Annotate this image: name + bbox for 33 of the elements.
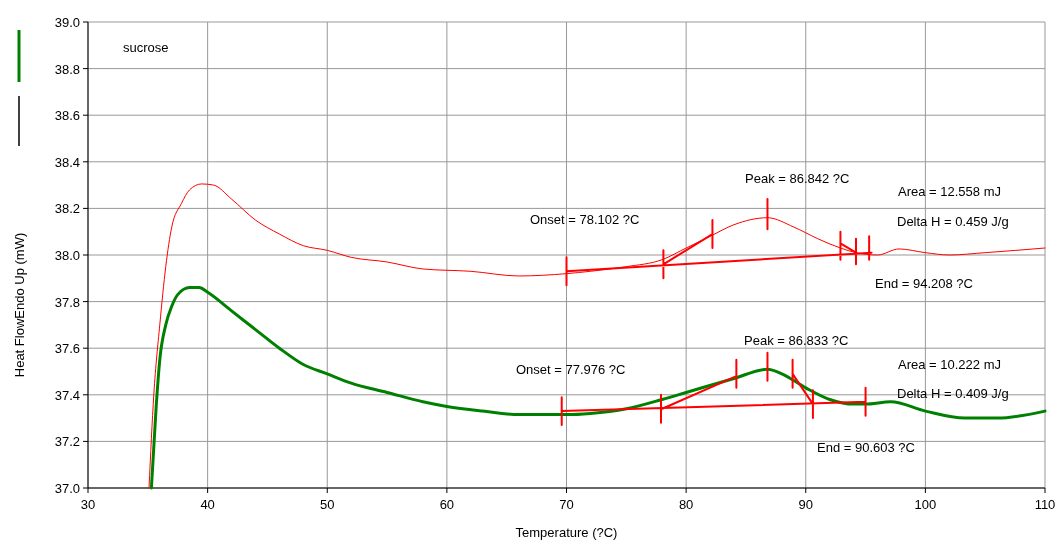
y-tick-label: 37.8 [54, 294, 80, 310]
x-tick-label: 100 [914, 497, 937, 512]
annotation: Onset = 77.976 ?C [516, 362, 626, 377]
y-axis-title: Heat FlowEndo Up (mW) [12, 232, 27, 378]
y-tick-label: 37.2 [54, 434, 80, 450]
y-tick-label: 38.2 [54, 201, 80, 217]
y-tick-label: 37.6 [54, 341, 80, 357]
annotation: End = 94.208 ?C [875, 276, 973, 291]
y-tick-label: 37.0 [54, 481, 80, 496]
x-tick-label: 30 [80, 497, 96, 512]
x-axis-title: Temperature (?C) [515, 525, 618, 540]
x-tick-label: 60 [439, 497, 455, 512]
annotation: Area = 12.558 mJ [898, 184, 1001, 199]
y-tick-label: 38.4 [54, 154, 80, 170]
annotation: End = 90.603 ?C [817, 440, 915, 455]
annotation: sucrose [123, 40, 169, 55]
x-tick-label: 50 [320, 497, 335, 512]
y-tick-label: 37.4 [54, 387, 80, 403]
y-tick-label: 38.0 [54, 248, 80, 263]
y-tick-label: 38.6 [54, 108, 80, 124]
annotation: Delta H = 0.459 J/g [897, 214, 1009, 229]
annotation: Delta H = 0.409 J/g [897, 386, 1009, 401]
x-tick-label: 110 [1034, 497, 1056, 512]
annotation: Area = 10.222 mJ [898, 357, 1001, 372]
y-tick-label: 38.8 [54, 61, 80, 77]
x-tick-label: 80 [678, 497, 694, 512]
annotation: Onset = 78.102 ?C [530, 212, 640, 227]
y-tick-label: 39.0 [54, 15, 80, 30]
x-tick-label: 70 [559, 497, 574, 512]
x-tick-label: 90 [798, 497, 813, 512]
annotation: Peak = 86.842 ?C [745, 171, 850, 186]
x-tick-label: 40 [200, 497, 215, 512]
annotation: Peak = 86.833 ?C [744, 333, 849, 348]
